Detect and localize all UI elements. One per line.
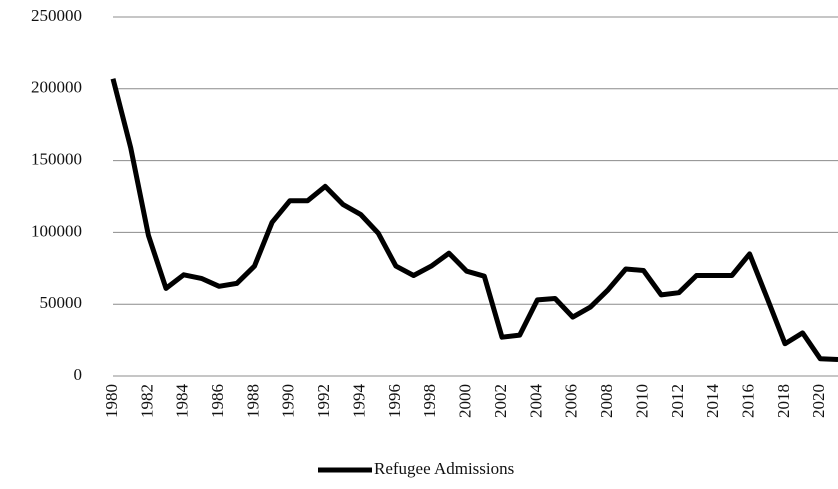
x-tick-label: 1992: [314, 384, 333, 418]
x-tick-label: 2002: [491, 384, 510, 418]
y-tick-label: 50000: [40, 293, 83, 312]
x-tick-label: 2010: [632, 384, 651, 418]
x-tick-label: 1998: [420, 384, 439, 418]
x-tick-label: 1984: [173, 384, 192, 419]
x-tick-label: 1994: [349, 384, 368, 419]
x-tick-label: 1990: [279, 384, 298, 418]
x-tick-label: 1982: [137, 384, 156, 418]
x-tick-label: 1986: [208, 384, 227, 418]
data-line: [110, 78, 838, 362]
x-tick-label: 1988: [243, 384, 262, 418]
x-tick-label: 2000: [456, 384, 475, 418]
y-tick-label: 250000: [31, 6, 82, 25]
x-tick-label: 2006: [562, 384, 581, 418]
x-tick-label: 2012: [668, 384, 687, 418]
x-tick-label: 2004: [526, 384, 545, 419]
x-tick-label: 2014: [703, 384, 722, 419]
x-tick-label: 2020: [809, 384, 828, 418]
y-tick-label: 150000: [31, 150, 82, 169]
x-tick-label: 1980: [102, 384, 121, 418]
x-tick-label: 2008: [597, 384, 616, 418]
x-tick-label: 2018: [774, 384, 793, 418]
y-tick-label: 100000: [31, 221, 82, 240]
x-tick-label: 1996: [385, 384, 404, 418]
y-tick-label: 200000: [31, 78, 82, 97]
x-tick-label: 2016: [738, 384, 757, 418]
y-tick-label: 0: [74, 365, 83, 384]
legend-label: Refugee Admissions: [374, 459, 514, 478]
